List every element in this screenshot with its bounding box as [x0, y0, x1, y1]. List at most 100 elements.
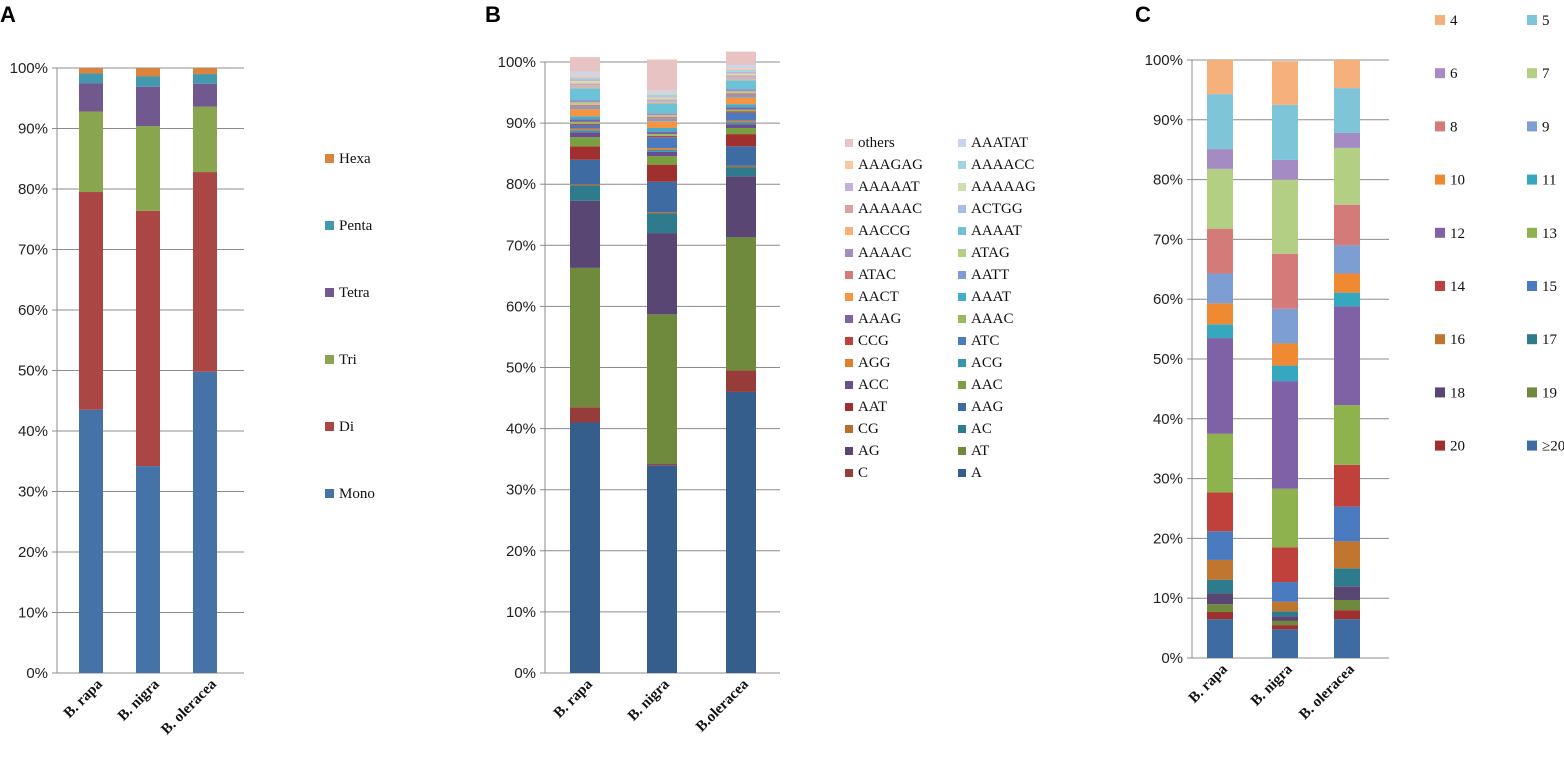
bar-segment-5: [1334, 88, 1360, 133]
legend-swatch-13: [1527, 227, 1537, 238]
bar-segment-9: [1207, 273, 1233, 304]
bar-segment-6: [1207, 149, 1233, 169]
legend-label: Hexa: [339, 151, 371, 167]
legend-label: ACTGG: [971, 201, 1023, 217]
bar-segment-13: [1334, 405, 1360, 465]
bar-segment-Penta: [193, 74, 217, 84]
legend-label: AAAAT: [971, 223, 1022, 239]
bar-segment-CG: [726, 165, 756, 168]
legend-swatch-11: [1527, 174, 1537, 185]
bar-segment-AC: [570, 185, 600, 201]
category-label: B. rapa: [551, 676, 596, 721]
y-tick-label: 90%: [1153, 112, 1183, 129]
bar-segment-CG: [647, 212, 677, 214]
legend-swatch-10: [1435, 174, 1445, 185]
legend-label: 13: [1542, 226, 1557, 242]
bar-segment-ACC: [570, 132, 600, 138]
chart-panel-B: B 0% 10% 20% 30% 40% 50% 60% 70% 80% 90% 100% B. rap…: [485, 2, 1036, 735]
bar-segment-13: [1207, 433, 1233, 493]
bar-segment-8: [1207, 228, 1233, 274]
legend-swatch-AAAGAG: [845, 161, 853, 169]
category-label: B. oleracea: [1296, 661, 1358, 723]
legend-swatch-Penta: [325, 221, 334, 230]
chart-panel-A: A 0% 10% 20% 30% 40% 50% 60% 70% 80% 90% 100% B. rap…: [0, 2, 375, 738]
bar-segment-ACTGG: [647, 100, 677, 103]
bar-segment-AAAAAC: [570, 83, 600, 86]
bar-segment-AAAAAG: [726, 73, 756, 76]
legend-label: Tetra: [339, 285, 370, 301]
bar-segment-AC: [647, 213, 677, 234]
legend-swatch-ACG: [958, 359, 966, 367]
legend-swatch-AAAG: [845, 315, 853, 323]
bar-segment-AAAAT: [726, 80, 756, 90]
legend: Hexa Penta Tetra Tri Di Mono: [325, 151, 375, 502]
legend-label: 19: [1542, 385, 1557, 401]
bar-segment-Hexa: [79, 68, 103, 74]
bar-segment-19: [1207, 604, 1233, 612]
legend-swatch-AGG: [845, 359, 853, 367]
bar-segment-AG: [726, 176, 756, 238]
legend-swatch-AAG: [958, 403, 966, 411]
bar-segment-AAT: [570, 146, 600, 160]
legend-label: AT: [971, 443, 989, 459]
bar-segment-7: [1334, 147, 1360, 205]
category-label: B. rapa: [1186, 661, 1231, 706]
legend-label: 17: [1542, 332, 1558, 348]
legend-swatch-≥20: [1527, 440, 1537, 451]
y-tick-label: 90%: [18, 121, 48, 138]
legend-label: ACG: [971, 355, 1003, 371]
y-tick-label: 80%: [506, 176, 536, 193]
bar-segment-AAG: [570, 159, 600, 185]
y-tick-label: 50%: [1153, 351, 1183, 368]
bar-segment-CCG: [726, 111, 756, 113]
y-tick-label: 40%: [506, 421, 536, 438]
legend-swatch-AAAACC: [958, 161, 966, 169]
bar-segment-ACG: [726, 122, 756, 125]
bar-segment-ACTGG: [726, 77, 756, 80]
bar-segment-ACTGG: [570, 85, 600, 88]
bar-segment-10: [1334, 273, 1360, 293]
legend-label: AAATAT: [971, 135, 1028, 151]
bar-segment-C: [647, 464, 677, 466]
legend-label: CCG: [858, 333, 889, 349]
legend-label: 9: [1542, 119, 1550, 135]
y-tick-label: 20%: [1153, 530, 1183, 547]
legend-swatch-ACTGG: [958, 205, 966, 213]
legend-swatch-AG: [845, 447, 853, 455]
bar-segment-7: [1207, 168, 1233, 229]
y-tick-label: 60%: [1153, 291, 1183, 308]
bar-segment-11: [1334, 292, 1360, 307]
bar-segment-ATC: [647, 137, 677, 149]
bar-segment-4: [1334, 60, 1360, 89]
bar-segment-A: [726, 391, 756, 673]
bar-segment-Tetra: [193, 83, 217, 107]
bar-segment-Di: [136, 210, 160, 467]
legend-swatch-AAC: [958, 381, 966, 389]
y-tick-label: 70%: [18, 242, 48, 259]
legend-swatch-CCG: [845, 337, 853, 345]
legend-swatch-AAAC: [958, 315, 966, 323]
legend-swatch-15: [1527, 281, 1537, 291]
bar-segment-9: [1334, 245, 1360, 274]
y-tick-label: 30%: [1153, 471, 1183, 488]
bar-segment-Tri: [136, 126, 160, 211]
bar-segment-AAAT: [647, 127, 677, 132]
y-tick-label: 100%: [10, 60, 48, 77]
bar-segment-AACCG: [570, 87, 600, 89]
bar-segment-AAAGAG: [647, 93, 677, 95]
bar-segment-AAAACC: [570, 77, 600, 80]
legend-swatch-9: [1527, 121, 1537, 132]
legend-swatch-AAAAAT: [845, 183, 853, 191]
bar-segment-8: [1272, 253, 1298, 309]
legend-swatch-Di: [325, 422, 334, 431]
bar-segment-Tetra: [136, 86, 160, 127]
legend-swatch-AACT: [845, 293, 853, 301]
bar-segment-AAAGAG: [570, 75, 600, 78]
chart-panel-C: C 0% 10% 20% 30% 40% 50% 60% 70% 80% 90% 100% B. rap…: [1135, 2, 1564, 723]
bar-segment-8: [1334, 204, 1360, 246]
bar-segment-others: [647, 59, 677, 91]
legend-label: 12: [1450, 226, 1465, 242]
legend: 4 5 6 7 8 9 10 11 12 13 14 15 16 17 18 19 20 ≥20: [1435, 13, 1564, 455]
bar-segment-A: [647, 465, 677, 673]
